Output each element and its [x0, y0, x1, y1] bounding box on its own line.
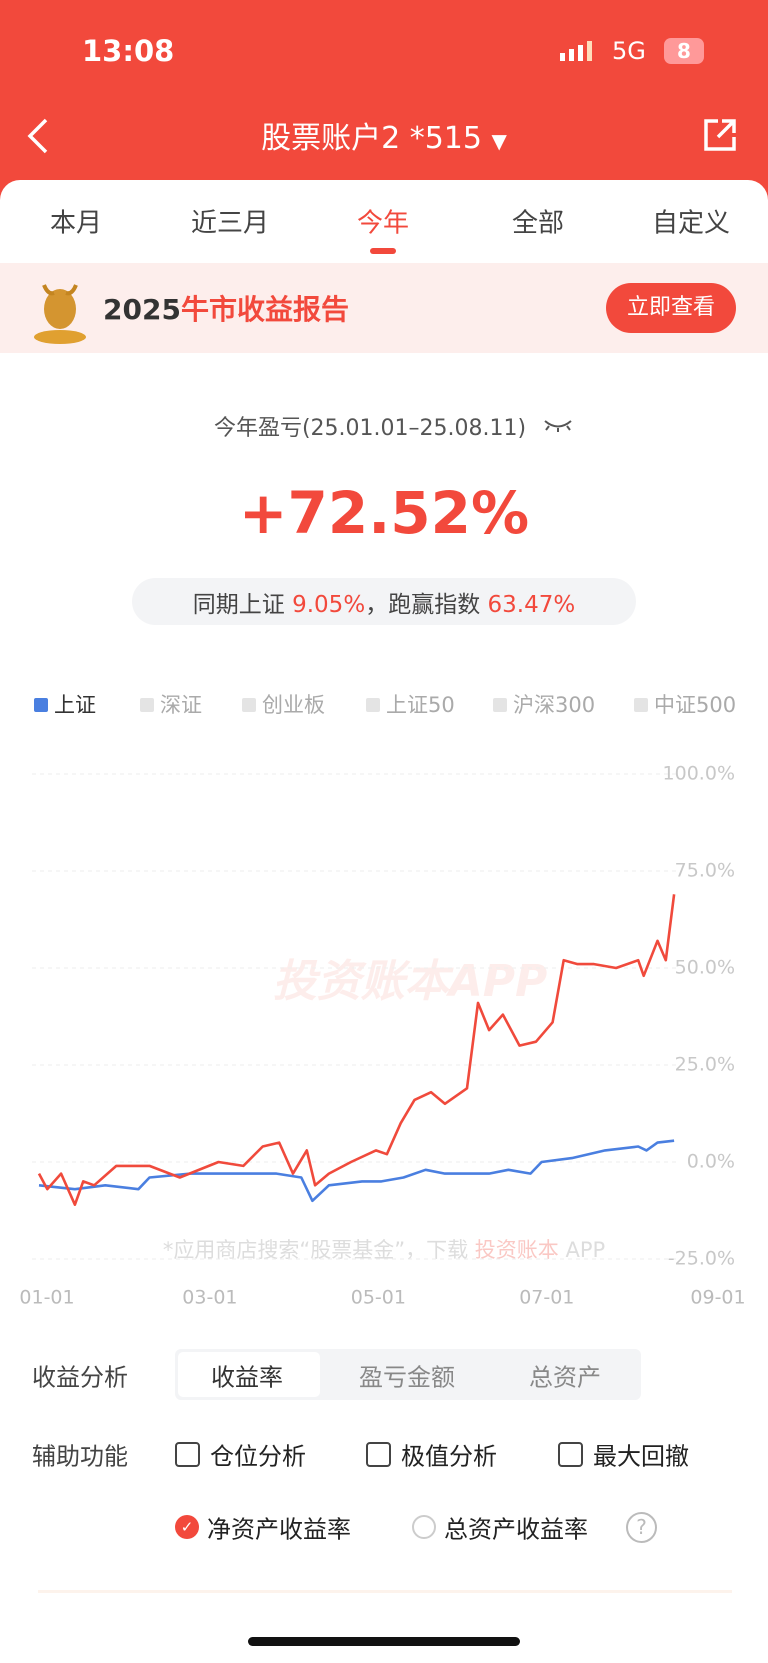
- checkbox[interactable]: [175, 1442, 200, 1467]
- x-tick-label: 03-01: [182, 1287, 237, 1309]
- x-tick-label: 01-01: [19, 1287, 74, 1309]
- legend-label[interactable]: 上证: [54, 693, 96, 717]
- series-line: [38, 1139, 675, 1203]
- banner-year: 2025: [103, 293, 181, 326]
- status-time: 13:08: [82, 34, 175, 68]
- x-tick-label: 07-01: [519, 1287, 574, 1309]
- tools-label: 辅助功能: [32, 1442, 128, 1471]
- radio[interactable]: [412, 1515, 436, 1539]
- series-line: [37, 894, 676, 1206]
- network: 5G: [612, 37, 646, 65]
- legend-label[interactable]: 深证: [160, 693, 202, 717]
- benchmark-text: 同期上证 9.05%，跑赢指数 63.47%: [193, 585, 575, 619]
- legend-label[interactable]: 创业板: [262, 693, 325, 717]
- banner[interactable]: 2025牛市收益报告 立即查看: [0, 263, 768, 353]
- footer-part: *应用商店搜索“股票基金”，下载: [163, 1238, 468, 1262]
- checkbox-label[interactable]: 极值分析: [401, 1442, 497, 1471]
- divider: [38, 1590, 732, 1593]
- x-tick-label: 05-01: [351, 1287, 406, 1309]
- separator: ，: [365, 592, 389, 618]
- y-tick-label: 75.0%: [675, 860, 735, 882]
- return-value: +72.52%: [238, 479, 530, 547]
- banner-title: 牛市收益报告: [180, 293, 349, 326]
- header-bg: [0, 0, 768, 200]
- segment-active-bg: [178, 1352, 320, 1397]
- back-button[interactable]: [26, 118, 50, 154]
- period-label: 今年盈亏(25.01.01–25.08.11): [213, 416, 527, 441]
- beat-value: 63.47%: [487, 592, 576, 618]
- account-title[interactable]: 股票账户2 *515 ▼: [261, 121, 507, 156]
- tab[interactable]: 全部: [511, 208, 565, 239]
- benchmark-pill: [132, 578, 636, 625]
- legend-swatch[interactable]: [366, 698, 380, 712]
- help-icon[interactable]: ?: [626, 1512, 657, 1543]
- battery: 8: [664, 38, 704, 64]
- home-indicator: [248, 1637, 520, 1646]
- tab[interactable]: 自定义: [651, 208, 731, 239]
- y-tick-label: 0.0%: [687, 1151, 735, 1173]
- checkbox-label[interactable]: 最大回撤: [593, 1442, 689, 1471]
- segment[interactable]: 收益率: [211, 1363, 283, 1392]
- tab[interactable]: 本月: [49, 208, 103, 239]
- signal: [560, 41, 592, 61]
- tab[interactable]: 近三月: [190, 208, 270, 239]
- footer-note: *应用商店搜索“股票基金”，下载 投资账本 APP: [163, 1238, 605, 1262]
- beat-label: 跑赢指数: [388, 592, 481, 618]
- checkbox-label[interactable]: 仓位分析: [210, 1442, 306, 1471]
- account-name: 股票账户2 *515: [261, 121, 482, 156]
- y-tick-label: -25.0%: [668, 1248, 735, 1270]
- legend-label[interactable]: 沪深300: [513, 693, 595, 717]
- y-tick-label: 50.0%: [675, 957, 735, 979]
- radio[interactable]: ✓: [175, 1515, 199, 1539]
- analysis-label: 收益分析: [32, 1363, 128, 1392]
- share-button[interactable]: [702, 117, 738, 153]
- bull-icon: [34, 284, 86, 344]
- tab-indicator: [370, 248, 396, 254]
- watermark: 投资账本APP: [273, 956, 548, 1007]
- legend-label[interactable]: 上证50: [386, 693, 455, 717]
- legend-swatch[interactable]: [493, 698, 507, 712]
- benchmark-return: 9.05%: [292, 592, 366, 618]
- legend-swatch[interactable]: [634, 698, 648, 712]
- checkbox[interactable]: [366, 1442, 391, 1467]
- legend-swatch[interactable]: [242, 698, 256, 712]
- footer-part: APP: [565, 1238, 605, 1262]
- x-tick-label: 09-01: [690, 1287, 745, 1309]
- checkbox[interactable]: [558, 1442, 583, 1467]
- segment[interactable]: 总资产: [529, 1363, 601, 1392]
- legend-label[interactable]: 中证500: [654, 693, 736, 717]
- footer-part: 投资账本: [475, 1238, 559, 1262]
- legend-swatch[interactable]: [34, 698, 48, 712]
- eye-icon[interactable]: [543, 418, 573, 432]
- y-tick-label: 25.0%: [675, 1054, 735, 1076]
- benchmark-label: 同期上证: [192, 592, 285, 618]
- segment[interactable]: 盈亏金额: [359, 1363, 455, 1392]
- tab[interactable]: 今年: [356, 208, 410, 239]
- y-tick-label: 100.0%: [663, 763, 735, 785]
- legend-swatch[interactable]: [140, 698, 154, 712]
- banner-button[interactable]: 立即查看: [606, 283, 736, 333]
- radio-label[interactable]: 净资产收益率: [207, 1515, 351, 1544]
- radio-label[interactable]: 总资产收益率: [444, 1515, 588, 1544]
